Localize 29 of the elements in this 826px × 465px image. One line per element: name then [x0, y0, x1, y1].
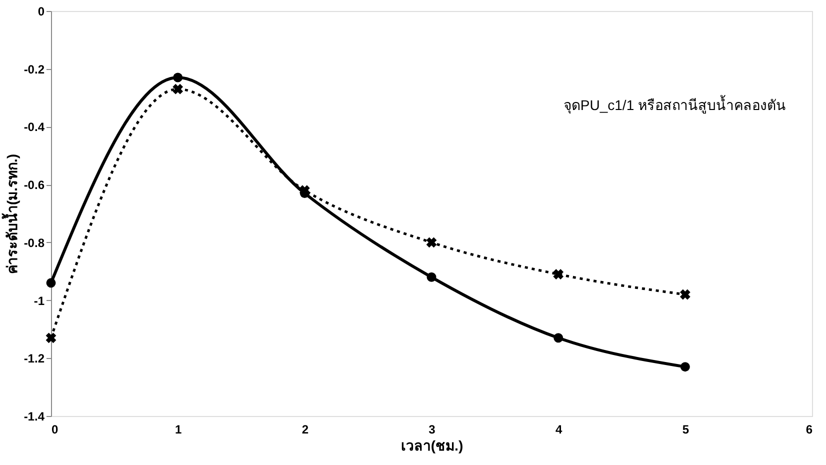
y-tick-label: -0.4	[24, 120, 45, 134]
point	[46, 278, 56, 288]
y-tick-label: -0.8	[24, 236, 45, 250]
y-tick-label: 0	[38, 4, 45, 18]
point	[46, 332, 56, 344]
x-axis-title: เวลา(ชม.)	[400, 438, 464, 454]
x-tick-label: 0	[52, 422, 58, 436]
point	[426, 237, 437, 248]
point	[554, 333, 564, 343]
point	[426, 272, 436, 282]
x-tick-label: 5	[682, 422, 690, 436]
point	[553, 269, 564, 280]
point	[172, 84, 184, 94]
x-tick-label: 3	[428, 422, 436, 436]
point	[680, 289, 690, 300]
y-tick-label: -0.2	[24, 62, 45, 76]
point	[173, 72, 183, 82]
point	[680, 362, 690, 372]
point	[300, 188, 310, 198]
y-tick-label: -0.6	[24, 178, 45, 192]
y-tick-label: -1	[34, 294, 45, 308]
y-tick-label: -1.4	[24, 410, 45, 424]
annotation: จุดPU_c1/1 หรือสถานีสูบน้ำคลองตัน	[563, 95, 786, 114]
x-tick-label: 2	[302, 422, 309, 436]
y-tick-label: -1.2	[24, 352, 45, 366]
x-tick-label: 4	[555, 422, 562, 436]
x-tick-label: 1	[174, 422, 182, 436]
y-axis-title: ค่าระดับน้ำ(ม.รทก.)	[0, 154, 20, 274]
x-tick-label: 6	[806, 422, 813, 436]
